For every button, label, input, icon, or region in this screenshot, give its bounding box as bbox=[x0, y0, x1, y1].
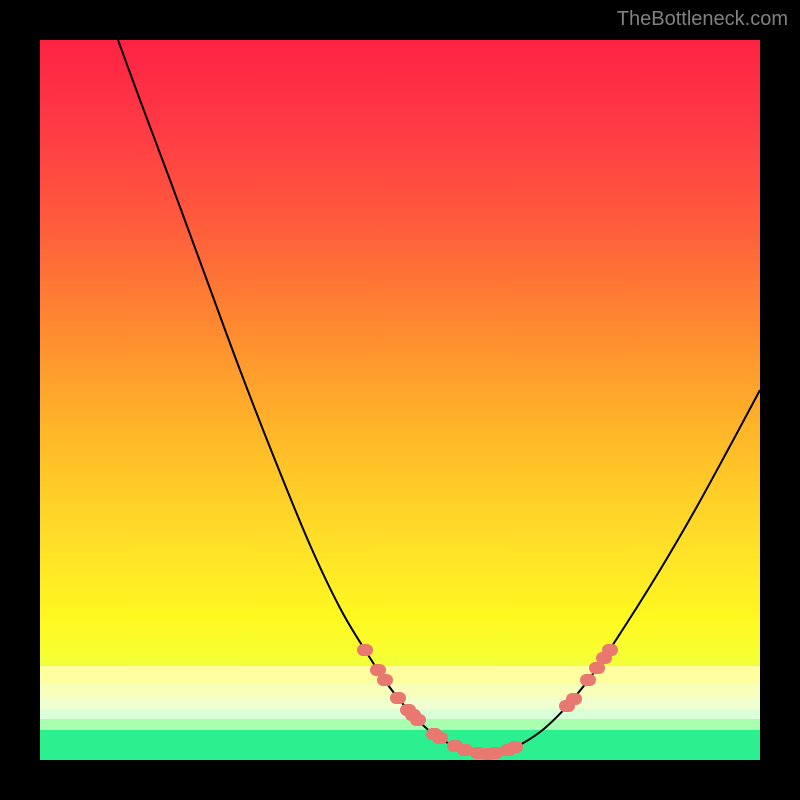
data-marker bbox=[357, 644, 373, 656]
marker-group bbox=[357, 644, 618, 760]
data-marker bbox=[432, 732, 448, 744]
chart-svg bbox=[40, 40, 760, 760]
data-marker bbox=[580, 674, 596, 686]
data-marker bbox=[377, 674, 393, 686]
data-marker bbox=[390, 692, 406, 704]
data-marker bbox=[566, 693, 582, 705]
watermark-text: TheBottleneck.com bbox=[617, 8, 788, 31]
data-marker bbox=[602, 644, 618, 656]
data-marker bbox=[410, 714, 426, 726]
plot-area bbox=[40, 40, 760, 760]
data-marker bbox=[507, 741, 523, 753]
bottleneck-curve bbox=[118, 40, 760, 754]
